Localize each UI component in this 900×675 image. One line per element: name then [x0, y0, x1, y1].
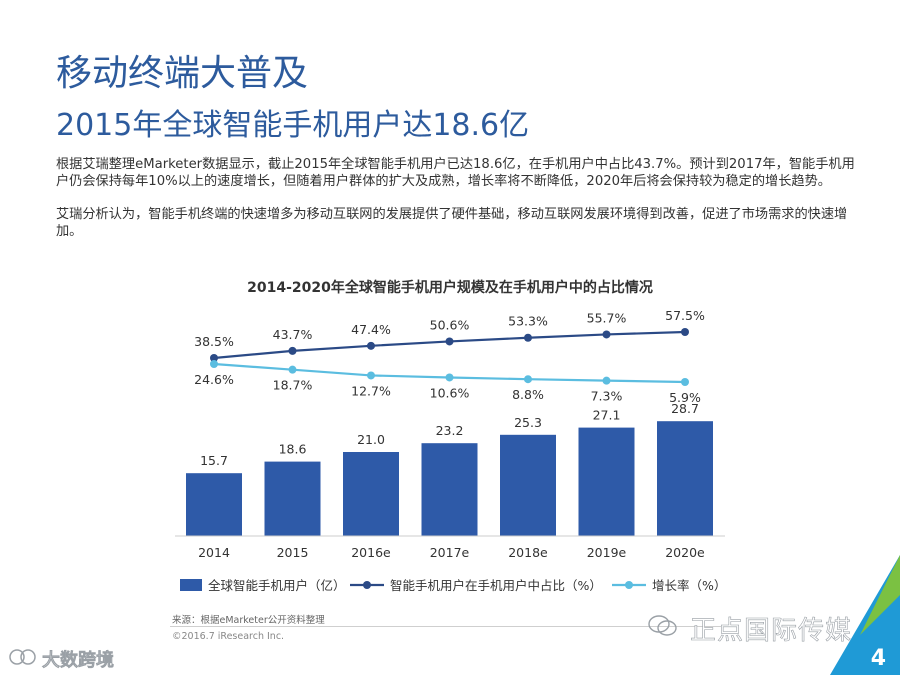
growth-point — [210, 360, 218, 368]
bar-value-label: 23.2 — [436, 423, 464, 438]
source-note: 来源：根据eMarketer公开资料整理 — [172, 615, 325, 626]
growth-point — [681, 378, 689, 386]
share-value-label: 38.5% — [194, 334, 234, 349]
body-paragraph-2: 艾瑞分析认为，智能手机终端的快速增多为移动互联网的发展提供了硬件基础，移动互联网… — [56, 207, 848, 239]
legend-label-bars: 全球智能手机用户（亿） — [208, 578, 346, 593]
share-point — [681, 328, 689, 336]
legend-label-share: 智能手机用户在手机用户中占比（%） — [390, 578, 602, 593]
share-point — [210, 354, 218, 362]
legend-marker-share — [363, 581, 371, 589]
bar-value-label: 28.7 — [671, 401, 699, 416]
corner-decoration — [830, 555, 900, 675]
share-value-label: 43.7% — [273, 327, 313, 342]
page-number: 4 — [870, 646, 886, 671]
share-point — [445, 337, 454, 346]
watermark-text: 正点国际传媒 — [690, 616, 853, 647]
growth-value-label: 10.6% — [430, 385, 470, 400]
bar — [264, 461, 321, 536]
footer-divider — [170, 626, 730, 627]
x-tick-label: 2019e — [587, 545, 627, 560]
bar-value-label: 18.6 — [279, 442, 307, 457]
share-point — [288, 346, 297, 355]
growth-value-label: 18.7% — [273, 378, 313, 393]
body-paragraph-1: 根据艾瑞整理eMarketer数据显示，截止2015年全球智能手机用户已达18.… — [56, 157, 855, 189]
x-tick-label: 2020e — [665, 545, 705, 560]
chart-title: 2014-2020年全球智能手机用户规模及在手机用户中的占比情况 — [247, 279, 653, 296]
share-value-label: 55.7% — [587, 310, 627, 325]
share-value-label: 53.3% — [508, 314, 548, 329]
growth-value-label: 12.7% — [351, 383, 391, 398]
share-value-label: 50.6% — [430, 317, 470, 332]
growth-point — [288, 365, 297, 374]
share-value-label: 57.5% — [665, 308, 705, 323]
bar-value-label: 21.0 — [357, 432, 385, 447]
copyright-note: ©2016.7 iResearch Inc. — [172, 631, 285, 642]
share-value-label: 47.4% — [351, 322, 391, 337]
bar — [421, 443, 478, 536]
growth-value-label: 24.6% — [194, 372, 234, 387]
legend-label-growth: 增长率（%） — [652, 578, 726, 593]
bar-value-label: 15.7 — [200, 453, 228, 468]
legend-swatch-bars — [180, 579, 202, 591]
bar — [343, 452, 399, 536]
share-point — [602, 330, 611, 339]
watermark-logo-icon — [9, 649, 36, 665]
x-tick-label: 2018e — [508, 545, 548, 560]
legend-marker-growth — [625, 581, 633, 589]
bar-value-label: 25.3 — [514, 415, 542, 430]
x-tick-label: 2016e — [351, 545, 391, 560]
growth-point — [367, 371, 375, 380]
x-tick-label: 2017e — [430, 545, 470, 560]
slide-title: 移动终端大普及 — [56, 53, 309, 94]
bar — [578, 427, 635, 536]
wechat-icon — [648, 615, 677, 636]
x-tick-label: 2014 — [198, 545, 230, 560]
share-point — [367, 341, 375, 350]
bar — [186, 473, 242, 536]
growth-value-label: 7.3% — [591, 389, 623, 404]
x-tick-label: 2015 — [277, 545, 309, 560]
bar — [657, 421, 713, 536]
share-point — [524, 333, 532, 342]
bar — [500, 434, 556, 536]
growth-value-label: 5.9% — [669, 390, 701, 405]
growth-point — [524, 375, 532, 384]
growth-value-label: 8.8% — [512, 387, 544, 402]
slide-subtitle: 2015年全球智能手机用户达18.6亿 — [56, 108, 530, 143]
bar-value-label: 27.1 — [593, 408, 621, 423]
growth-point — [602, 376, 611, 385]
bottom-left-watermark: 大数跨境 — [42, 650, 115, 672]
growth-point — [445, 373, 454, 382]
